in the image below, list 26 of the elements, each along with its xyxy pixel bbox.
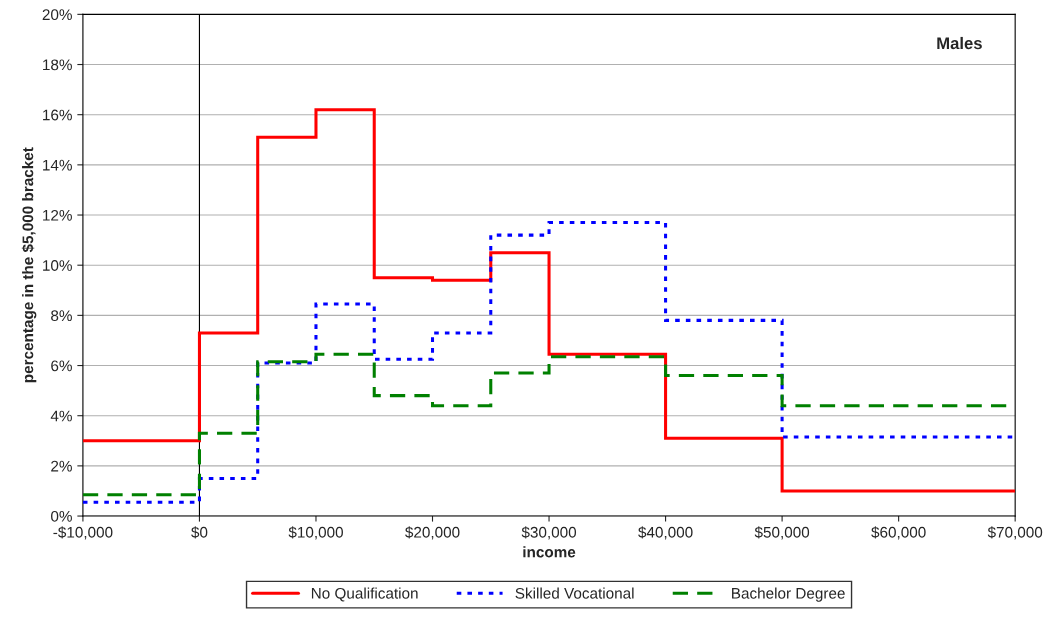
y-tick-label: 14% <box>43 159 72 171</box>
legend-label: No Qualification <box>311 587 418 602</box>
x-tick-label: $20,000 <box>405 526 460 540</box>
y-tick-label: 8% <box>51 310 72 322</box>
x-tick-label: $30,000 <box>521 526 577 540</box>
y-axis-title: percentage in the $5,000 bracket <box>21 147 37 383</box>
y-tick-label: 18% <box>43 59 72 71</box>
y-tick-label: 0% <box>51 510 72 522</box>
y-tick-label: 4% <box>50 410 72 422</box>
y-tick-label: 6% <box>51 360 72 372</box>
y-tick-label: 20% <box>42 9 72 21</box>
x-tick-label: -$10,000 <box>53 526 113 540</box>
x-tick-label: $70,000 <box>987 526 1043 540</box>
x-tick-label: $60,000 <box>871 526 926 540</box>
y-tick-label: 10% <box>43 260 72 271</box>
legend-label: Skilled Vocational <box>515 587 634 599</box>
x-tick-label: $40,000 <box>638 526 693 540</box>
annotation: Males <box>937 36 982 50</box>
x-tick-label: $10,000 <box>288 526 343 540</box>
y-tick-label: 16% <box>43 109 72 121</box>
x-tick-label: $0 <box>191 526 208 539</box>
x-axis-title: income <box>523 546 576 558</box>
y-tick-label: 2% <box>51 460 72 472</box>
y-tick-label: 12% <box>43 209 72 221</box>
x-tick-label: $50,000 <box>754 526 810 540</box>
legend-label: Bachelor Degree <box>732 587 845 602</box>
